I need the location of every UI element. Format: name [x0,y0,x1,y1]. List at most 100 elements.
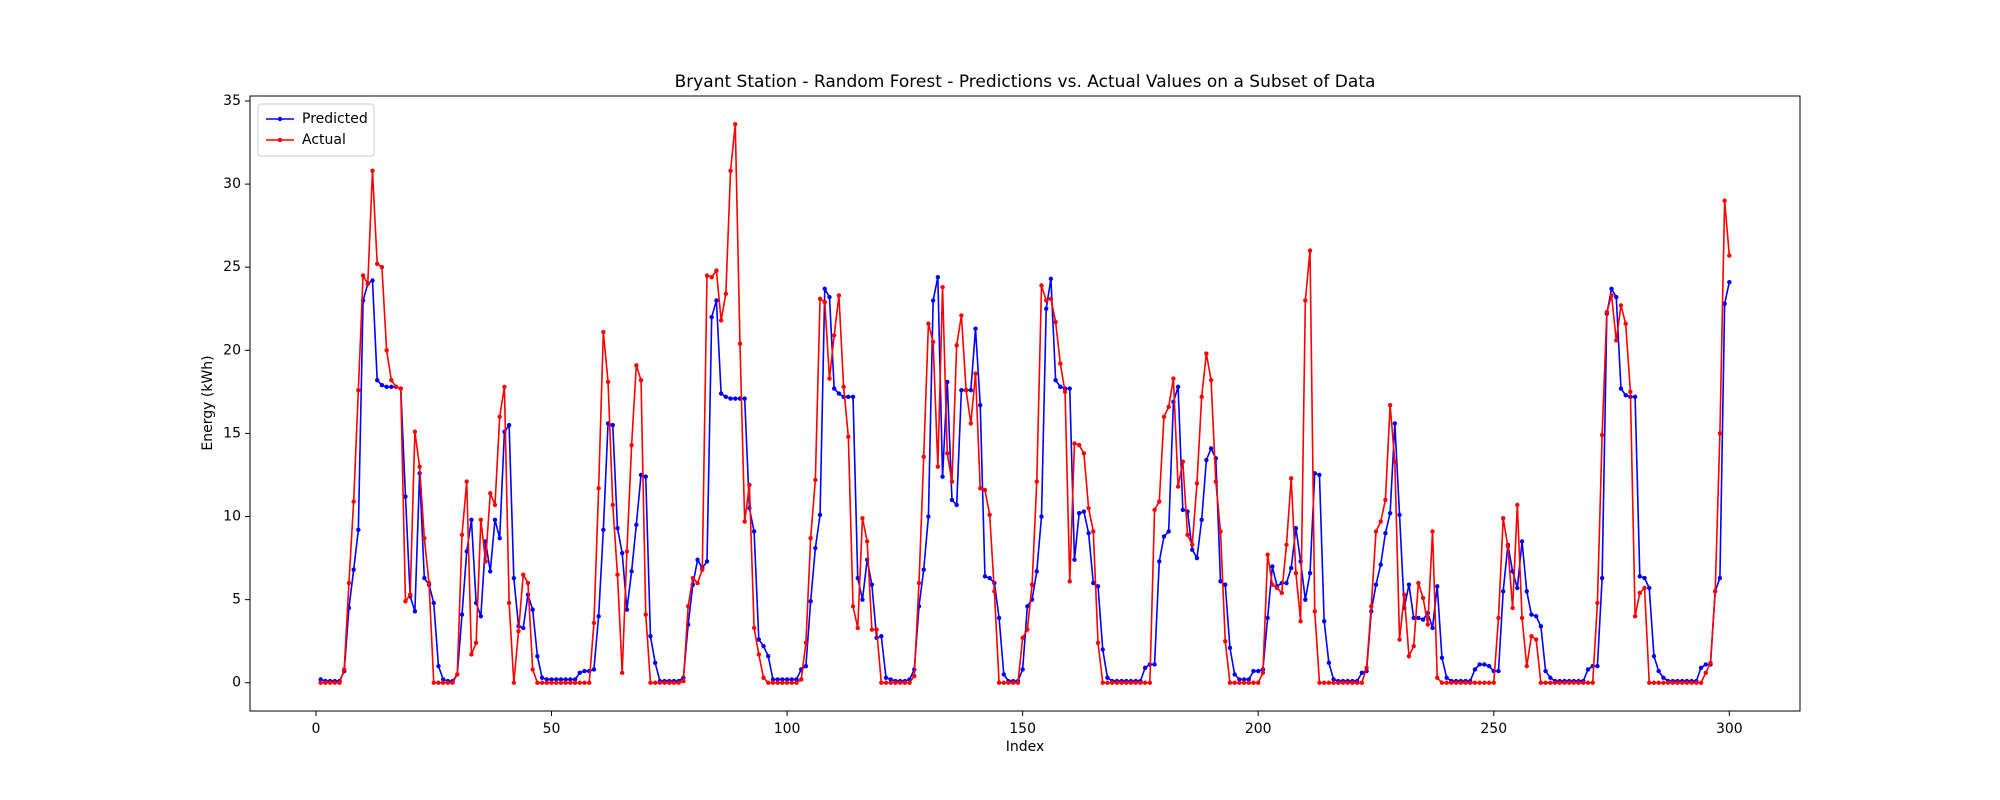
data-point [1571,680,1577,685]
data-point [897,680,903,685]
data-point [676,680,681,685]
data-point [1039,514,1044,519]
data-point [1477,662,1482,667]
data-point [1340,680,1346,685]
data-point [1321,619,1327,624]
data-point [1402,592,1407,597]
data-point [1590,680,1595,685]
data-point [775,680,780,685]
data-point [1623,392,1628,398]
data-point [619,550,625,556]
data-point [1406,653,1412,659]
data-point [1223,582,1228,587]
data-point [1274,585,1280,591]
data-point [1430,625,1435,631]
legend-marker [277,137,283,143]
data-point [831,386,837,391]
data-point [365,281,370,287]
data-point [1698,680,1704,685]
data-point [978,402,983,408]
data-point [671,680,677,685]
data-point [1138,680,1143,685]
data-point [1307,248,1313,253]
data-point [1468,680,1473,685]
data-point [1124,680,1129,685]
data-point [685,604,691,609]
data-point [1656,668,1661,674]
data-point [1204,351,1209,356]
data-point [389,378,394,383]
data-point [1062,389,1068,395]
data-point [1435,584,1440,589]
data-point [1680,680,1685,685]
legend-label: Actual [302,132,346,148]
data-point [1599,575,1605,581]
data-point [888,680,893,685]
data-point [836,391,842,396]
data-point [1411,643,1416,649]
data-point [422,575,427,581]
data-point [1166,529,1171,534]
data-point [916,580,922,586]
data-point [855,575,860,581]
data-point [747,482,752,488]
x-tick-label: 0 [311,721,320,737]
data-point [521,625,526,631]
data-point [1265,615,1270,621]
x-tick-label: 250 [1480,721,1507,737]
data-point [1397,512,1402,518]
data-point [1204,457,1209,463]
data-point [351,499,356,504]
data-point [1241,680,1247,685]
data-point [784,680,790,685]
data-point [1538,680,1544,685]
data-point [718,391,724,396]
data-point [1477,680,1482,685]
data-point [1694,680,1699,685]
data-point [638,378,644,383]
data-point [610,422,615,428]
data-point [1095,640,1101,646]
data-point [1548,675,1553,680]
data-point [1637,590,1643,596]
data-point [1364,665,1369,670]
data-point [568,680,573,685]
data-point [549,680,554,685]
data-point [1048,296,1054,301]
data-point [1482,662,1487,667]
data-point [648,680,653,685]
data-point [1072,557,1077,562]
data-point [1595,600,1600,606]
data-point [1496,615,1501,621]
data-point [893,680,898,685]
data-point [629,442,634,448]
data-point [817,512,823,518]
data-point [1199,517,1204,523]
data-point [502,384,507,390]
data-point [450,680,455,685]
data-point [1020,667,1025,672]
data-point [1727,279,1732,285]
legend-box [257,103,375,157]
data-point [563,680,568,685]
data-point [959,388,964,393]
data-point [426,580,432,586]
data-point [1496,668,1501,674]
data-point [1020,635,1025,641]
data-point [1015,680,1021,685]
data-point [1453,680,1459,685]
data-point [1114,680,1120,685]
data-point [1689,680,1694,685]
data-point [440,677,446,682]
data-point [1439,680,1445,685]
data-point [1100,647,1105,652]
data-point [704,559,710,564]
data-point [1166,404,1171,410]
data-point [1486,663,1492,669]
data-point [1293,570,1299,576]
data-point [1651,653,1657,659]
data-point [775,677,780,682]
data-point [700,567,705,572]
data-point [1623,321,1628,326]
data-point [695,580,700,586]
